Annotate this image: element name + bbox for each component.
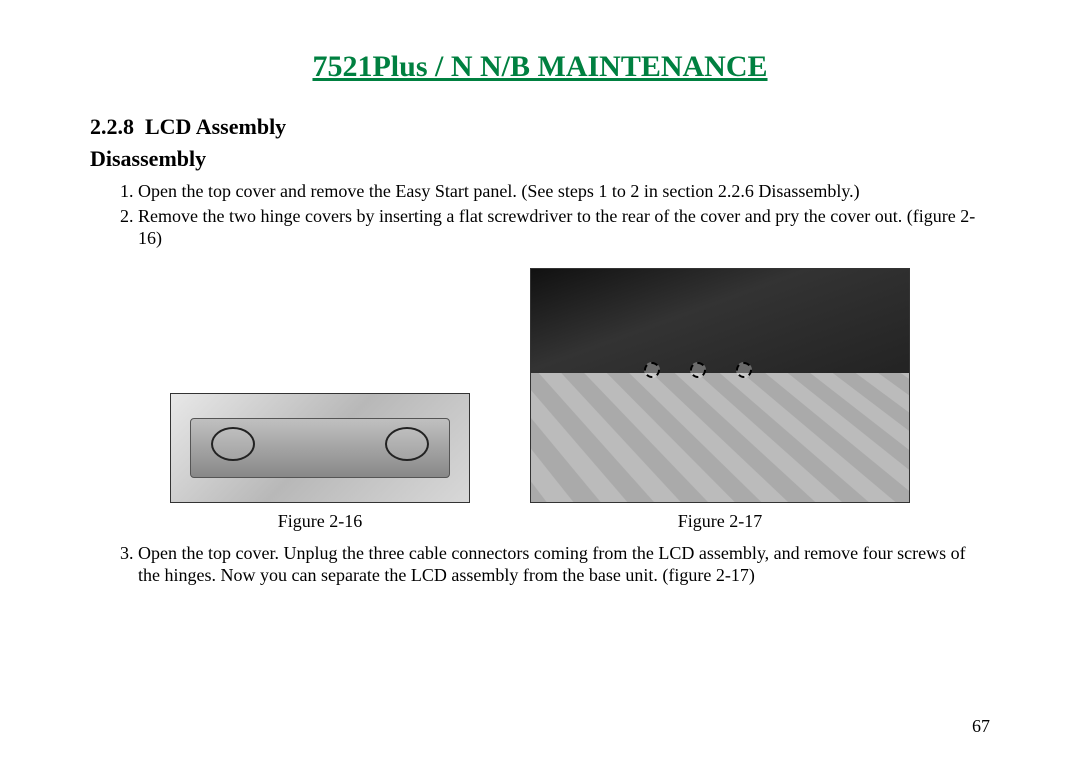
section-heading: 2.2.8 LCD Assembly bbox=[90, 114, 990, 140]
figures-row: Figure 2-16 Figure 2-17 bbox=[90, 268, 990, 532]
figure-image-2-16 bbox=[170, 393, 470, 503]
figure-2-17: Figure 2-17 bbox=[530, 268, 910, 532]
figure-2-16: Figure 2-16 bbox=[170, 333, 470, 532]
step-list: 1. Open the top cover and remove the Eas… bbox=[90, 180, 990, 250]
sub-heading: Disassembly bbox=[90, 146, 990, 172]
document-title: 7521Plus / N N/B MAINTENANCE bbox=[90, 50, 990, 84]
step-item: 3. Open the top cover. Unplug the three … bbox=[138, 542, 990, 587]
section-title: LCD Assembly bbox=[145, 114, 286, 139]
figure-image-2-17 bbox=[530, 268, 910, 503]
step-list-continued: 3. Open the top cover. Unplug the three … bbox=[90, 542, 990, 587]
figure-caption: Figure 2-16 bbox=[278, 511, 363, 532]
page-number: 67 bbox=[972, 716, 990, 737]
step-item: 2. Remove the two hinge covers by insert… bbox=[138, 205, 990, 250]
laptop-rear-illustration bbox=[190, 418, 450, 478]
section-number: 2.2.8 bbox=[90, 114, 134, 139]
laptop-open-illustration bbox=[531, 269, 909, 502]
figure-caption: Figure 2-17 bbox=[678, 511, 763, 532]
step-item: 1. Open the top cover and remove the Eas… bbox=[138, 180, 990, 203]
